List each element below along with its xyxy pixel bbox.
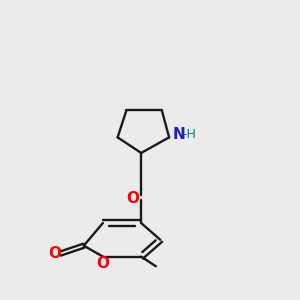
Text: O: O — [96, 256, 110, 272]
Text: O: O — [126, 191, 139, 206]
Text: -H: -H — [182, 128, 196, 142]
Text: O: O — [48, 246, 62, 261]
Text: N: N — [173, 127, 185, 142]
